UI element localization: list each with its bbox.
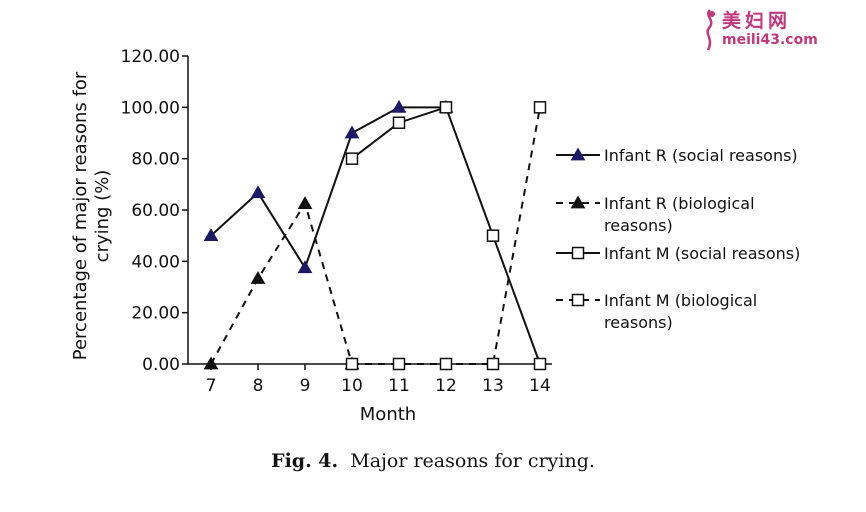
data-point-s3 (439, 101, 453, 114)
legend-label-line: reasons) (604, 313, 673, 332)
chart-axes (182, 55, 552, 370)
legend-label-1: Infant R (social reasons) (604, 146, 798, 165)
caption-figure-label: Fig. 4. (271, 450, 339, 472)
data-point-s4 (392, 357, 406, 371)
legend-label-line: Infant R (social reasons) (604, 146, 798, 165)
legend-label-line: Infant M (biological (604, 291, 757, 310)
series-line-2 (210, 201, 353, 365)
series-markers (203, 99, 547, 371)
x-axis-title: Month (360, 404, 416, 425)
y-tick-label: 60.00 (131, 201, 180, 221)
axis-titles: Month Percentage of major reasons forcryi… (70, 71, 416, 425)
y-tick-label: 100.00 (121, 98, 180, 118)
data-point-s4 (533, 101, 547, 114)
data-point-s1 (391, 99, 407, 113)
x-tick-label: 9 (300, 376, 311, 396)
legend-label-line: Infant M (social reasons) (604, 244, 800, 263)
data-point-s3 (392, 116, 406, 129)
series-line-3 (351, 106, 541, 365)
legend-label-line: reasons) (604, 216, 673, 235)
x-tick-label: 11 (388, 376, 410, 396)
line-chart: 0.00 20.00 40.00 60.00 80.00 100.00 120.00 7 8 9… (70, 47, 800, 425)
y-tick-label: 20.00 (131, 304, 180, 324)
y-axis-title-line: crying (%) (92, 170, 113, 263)
data-point-s2 (297, 196, 313, 209)
x-tick-labels: 7 8 9 10 11 12 13 14 (206, 376, 551, 396)
legend: Infant R (social reasons) Infant R (biolo… (556, 146, 800, 332)
caption-text: Major reasons for crying. (350, 450, 595, 472)
data-point-s1 (250, 185, 266, 199)
watermark-logo-icon (706, 9, 715, 51)
legend-label-4: Infant M (biological reasons) (604, 291, 757, 332)
legend-marker-1 (570, 147, 586, 161)
legend-marker-2 (570, 195, 586, 209)
legend-label-line: Infant R (biological (604, 194, 755, 213)
y-axis-title: Percentage of major reasons forcrying (%… (70, 71, 113, 360)
series-line-1 (210, 106, 446, 271)
series-line-4 (352, 107, 541, 365)
y-tick-label: 0.00 (142, 355, 180, 375)
legend-label-2: Infant R (biological reasons) (604, 194, 755, 235)
x-tick-label: 8 (253, 376, 264, 396)
data-point-s2 (203, 356, 219, 370)
y-axis-title-line: Percentage of major reasons for (70, 71, 91, 360)
data-point-s3 (486, 229, 500, 242)
figure-caption: Fig. 4. Major reasons for crying. (0, 450, 866, 472)
data-point-s4 (486, 357, 500, 371)
watermark: 美妇网 meili43.com (700, 6, 860, 54)
data-point-s1 (344, 125, 360, 139)
y-tick-labels: 0.00 20.00 40.00 60.00 80.00 100.00 120.00 (121, 47, 180, 375)
legend-marker-4 (571, 293, 585, 307)
x-tick-label: 12 (435, 376, 457, 396)
data-point-s3 (533, 357, 547, 371)
watermark-title: 美妇网 (722, 10, 792, 32)
x-tick-label: 10 (341, 376, 363, 396)
data-point-s4 (345, 357, 359, 371)
watermark-url: meili43.com (722, 32, 818, 48)
x-tick-label: 13 (482, 376, 504, 396)
data-point-s4 (439, 357, 453, 371)
data-point-s3 (345, 152, 359, 165)
data-point-s1 (203, 228, 219, 242)
legend-marker-3 (571, 246, 585, 260)
x-tick-label: 7 (206, 376, 217, 396)
y-tick-label: 80.00 (131, 150, 180, 170)
y-tick-label: 120.00 (121, 47, 180, 67)
data-point-s2 (250, 271, 266, 284)
y-tick-label: 40.00 (131, 252, 180, 272)
legend-label-3: Infant M (social reasons) (604, 244, 800, 263)
x-tick-label: 14 (529, 376, 551, 396)
data-point-s1 (297, 260, 313, 274)
